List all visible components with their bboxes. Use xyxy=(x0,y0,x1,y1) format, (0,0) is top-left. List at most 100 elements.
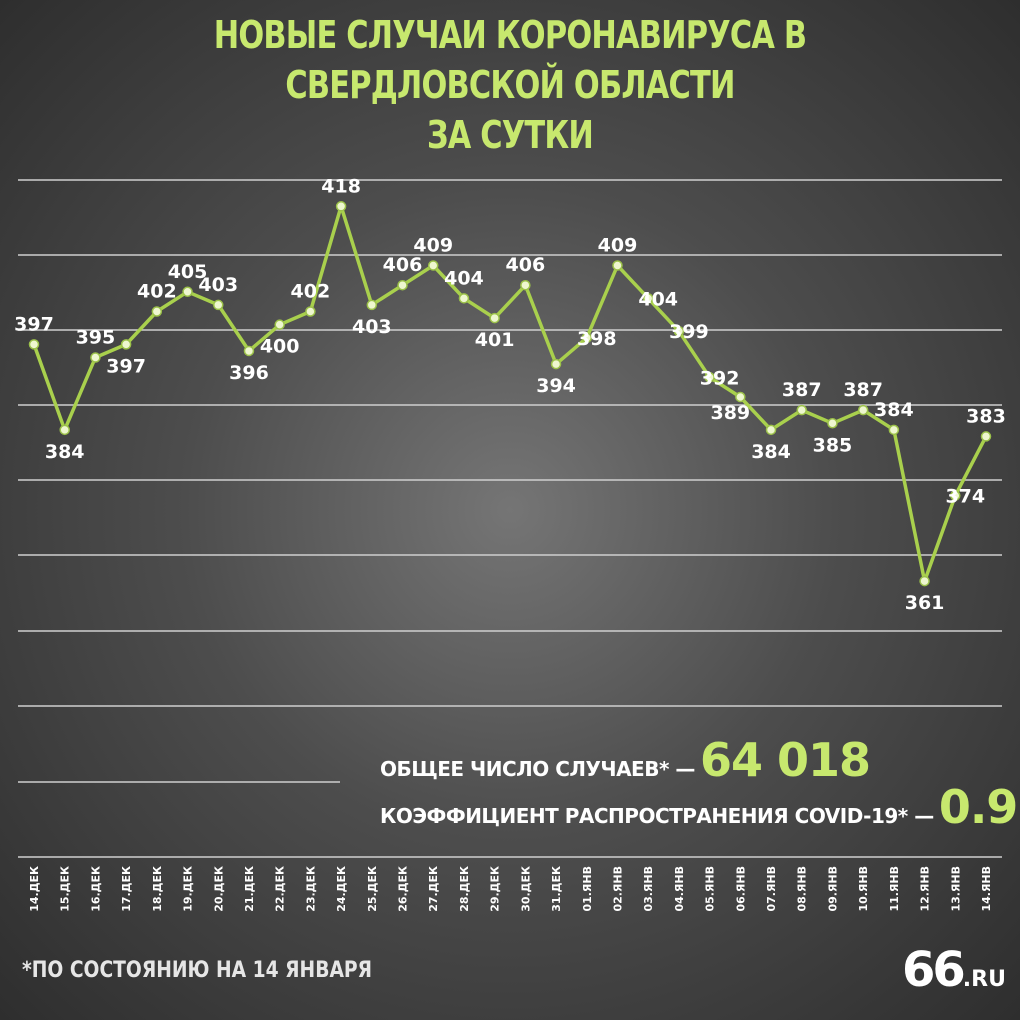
total-cases-value: 64 018 xyxy=(699,733,871,787)
data-label: 384 xyxy=(751,441,791,463)
x-tick-label: 18.ДЕК xyxy=(151,866,164,912)
x-tick-label: 14.ДЕК xyxy=(28,866,41,912)
data-point xyxy=(366,299,378,311)
x-tick-label: 29.ДЕК xyxy=(489,866,502,912)
data-point xyxy=(335,201,347,212)
logo-main: 66 xyxy=(902,942,966,998)
x-tick-label: 06.ЯНВ xyxy=(734,866,747,912)
x-tick-label: 25.ДЕК xyxy=(366,866,379,912)
data-label: 404 xyxy=(444,267,484,289)
x-tick-label: 11.ЯНВ xyxy=(888,866,901,912)
data-point xyxy=(427,260,439,271)
x-tick-label: 09.ЯНВ xyxy=(826,866,839,912)
x-tick-label: 13.ЯНВ xyxy=(949,866,962,912)
data-label: 361 xyxy=(905,592,945,614)
x-tick-label: 12.ЯНВ xyxy=(919,866,932,912)
x-tick-label: 07.ЯНВ xyxy=(765,866,778,912)
x-tick-label: 03.ЯНВ xyxy=(642,866,655,912)
x-tick-label: 22.ДЕК xyxy=(274,866,287,912)
data-point xyxy=(59,424,70,436)
data-label: 406 xyxy=(506,254,546,276)
data-point xyxy=(919,575,930,587)
x-tick-label: 17.ДЕК xyxy=(120,866,133,912)
x-tick-label: 19.ДЕК xyxy=(182,866,195,912)
x-tick-label: 14.ЯНВ xyxy=(980,866,993,912)
data-point xyxy=(458,293,470,304)
total-cases-label: ОБЩЕЕ ЧИСЛО СЛУЧАЕВ* — xyxy=(380,757,695,781)
data-point xyxy=(120,339,132,350)
x-tick-label: 02.ЯНВ xyxy=(611,866,624,912)
data-point xyxy=(182,286,193,298)
x-tick-label: 28.ДЕК xyxy=(458,866,471,912)
site-logo: 66.RU xyxy=(902,942,1006,998)
data-point xyxy=(305,306,316,317)
data-point xyxy=(827,418,838,429)
data-label: 394 xyxy=(536,375,576,397)
data-point xyxy=(765,424,777,436)
data-point xyxy=(612,260,623,271)
data-label: 392 xyxy=(700,367,740,389)
total-cases-row: ОБЩЕЕ ЧИСЛО СЛУЧАЕВ* — 64 018 xyxy=(380,733,871,787)
data-points xyxy=(28,201,992,587)
data-label: 402 xyxy=(137,281,177,303)
data-point xyxy=(796,404,807,416)
x-tick-label: 10.ЯНВ xyxy=(857,866,870,912)
x-tick-label: 01.ЯНВ xyxy=(581,866,594,912)
data-label: 387 xyxy=(782,379,822,401)
x-tick-label: 08.ЯНВ xyxy=(796,866,809,912)
data-label: 384 xyxy=(45,441,85,463)
data-label: 402 xyxy=(291,281,331,303)
data-point xyxy=(489,312,500,324)
x-tick-label: 15.ДЕК xyxy=(59,866,72,912)
data-label: 401 xyxy=(475,329,515,351)
data-label: 396 xyxy=(229,362,269,384)
series-line xyxy=(32,204,988,583)
data-label: 409 xyxy=(413,234,453,256)
data-point xyxy=(28,339,40,350)
data-point xyxy=(243,345,255,357)
data-point xyxy=(90,352,101,363)
data-point xyxy=(151,306,163,317)
chart-title-line-1: НОВЫЕ СЛУЧАИ КОРОНАВИРУСА В СВЕРДЛОВСКОЙ… xyxy=(213,13,807,107)
data-label: 418 xyxy=(321,175,361,197)
data-label: 387 xyxy=(843,379,883,401)
x-tick-labels: 14.ДЕК 15.ДЕК 16.ДЕК 17.ДЕК 18.ДЕК 19.ДЕК 20.Д… xyxy=(28,866,993,912)
data-point xyxy=(673,325,685,337)
data-label: 383 xyxy=(966,405,1006,427)
spread-rate-value: 0.97 xyxy=(938,780,1020,834)
data-point xyxy=(888,424,900,436)
x-tick-label: 05.ЯНВ xyxy=(704,866,717,912)
data-point xyxy=(857,404,869,416)
x-tick-label: 24.ДЕК xyxy=(335,866,348,912)
data-label: 399 xyxy=(669,321,709,343)
data-point xyxy=(397,279,408,291)
spread-rate-label: КОЭФФИЦИЕНТ РАСПРОСТРАНЕНИЯ COVID-19* — xyxy=(380,804,934,828)
grid-lines xyxy=(18,179,1002,858)
data-label: 400 xyxy=(260,336,300,358)
data-label: 395 xyxy=(76,327,116,349)
logo-suffix: .RU xyxy=(962,967,1006,992)
x-tick-label: 26.ДЕК xyxy=(397,866,410,912)
data-point xyxy=(980,431,992,442)
data-point xyxy=(274,319,285,330)
chart-title-line-2: ЗА СУТКИ xyxy=(426,113,594,157)
data-label: 406 xyxy=(383,254,423,276)
spread-rate-row: КОЭФФИЦИЕНТ РАСПРОСТРАНЕНИЯ COVID-19* — … xyxy=(380,780,1020,834)
x-tick-label: 23.ДЕК xyxy=(304,866,317,912)
chart-title: НОВЫЕ СЛУЧАИ КОРОНАВИРУСА В СВЕРДЛОВСКОЙ… xyxy=(102,10,918,160)
x-tick-label: 04.ЯНВ xyxy=(673,866,686,912)
data-point xyxy=(581,332,593,344)
data-label: 403 xyxy=(352,316,392,338)
data-labels: 3973843953974024054033964004024184034064… xyxy=(14,175,1006,614)
data-label: 403 xyxy=(198,274,238,296)
data-label: 385 xyxy=(813,434,853,456)
data-label: 405 xyxy=(168,261,208,283)
data-point xyxy=(704,372,715,383)
data-label: 389 xyxy=(710,402,750,424)
data-point xyxy=(213,299,224,311)
data-label: 397 xyxy=(106,355,146,377)
data-point xyxy=(550,358,562,370)
data-label: 384 xyxy=(874,399,914,421)
data-label: 409 xyxy=(598,234,638,256)
